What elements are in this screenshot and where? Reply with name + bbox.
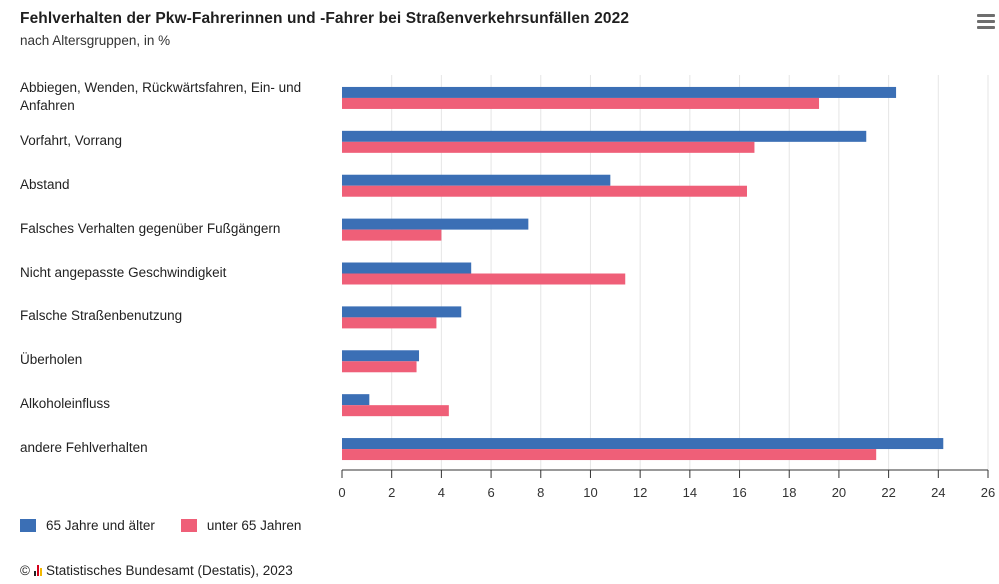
x-tick-label: 16 bbox=[732, 485, 746, 500]
chart-title: Fehlverhalten der Pkw-Fahrerinnen und -F… bbox=[20, 10, 630, 27]
legend-item-series-1[interactable]: 65 Jahre und älter bbox=[20, 518, 155, 533]
bar-series-1[interactable] bbox=[342, 130, 867, 142]
source-text: Statistisches Bundesamt (Destatis), 2023 bbox=[45, 563, 293, 578]
x-tick-label: 14 bbox=[683, 485, 697, 500]
legend-swatch-series-1 bbox=[20, 519, 36, 532]
bar-series-2[interactable] bbox=[342, 449, 877, 461]
x-tick-label: 12 bbox=[633, 485, 647, 500]
bar-series-2[interactable] bbox=[342, 273, 626, 285]
category-label: Falsche Straßenbenutzung bbox=[20, 308, 183, 324]
x-tick-label: 2 bbox=[388, 485, 395, 500]
legend-label-series-2: unter 65 Jahren bbox=[206, 518, 302, 533]
bar-series-1[interactable] bbox=[342, 262, 472, 274]
copyright-symbol: © bbox=[20, 563, 30, 578]
bar-series-1[interactable] bbox=[342, 438, 944, 450]
bar-series-2[interactable] bbox=[342, 97, 820, 109]
bar-series-2[interactable] bbox=[342, 229, 442, 241]
chart-subtitle: nach Altersgruppen, in % bbox=[20, 33, 171, 48]
bar-series-2[interactable] bbox=[342, 185, 747, 197]
bar-series-2[interactable] bbox=[342, 317, 437, 329]
category-label: Abstand bbox=[20, 176, 70, 192]
x-tick-label: 4 bbox=[438, 485, 445, 500]
bar-series-1[interactable] bbox=[342, 174, 611, 186]
category-label: Nicht angepasste Geschwindigkeit bbox=[20, 264, 227, 280]
legend-item-series-2[interactable]: unter 65 Jahren bbox=[180, 518, 302, 533]
x-tick-label: 24 bbox=[931, 485, 945, 500]
bar-series-1[interactable] bbox=[342, 86, 897, 98]
bar-series-2[interactable] bbox=[342, 405, 449, 417]
x-tick-label: 18 bbox=[782, 485, 796, 500]
legend-label-series-1: 65 Jahre und älter bbox=[46, 518, 155, 533]
bar-series-2[interactable] bbox=[342, 141, 755, 153]
category-label: Vorfahrt, Vorrang bbox=[20, 132, 123, 148]
bar-series-1[interactable] bbox=[342, 350, 420, 362]
bar-series-1[interactable] bbox=[342, 394, 370, 406]
x-tick-label: 26 bbox=[981, 485, 995, 500]
category-label: andere Fehlverhalten bbox=[20, 440, 148, 456]
source-credit: © Statistisches Bundesamt (Destatis), 20… bbox=[20, 563, 293, 578]
x-tick-label: 0 bbox=[338, 485, 345, 500]
legend: 65 Jahre und älter unter 65 Jahren bbox=[20, 518, 327, 533]
x-tick-label: 8 bbox=[537, 485, 544, 500]
legend-swatch-series-2 bbox=[180, 519, 197, 532]
hamburger-menu-icon[interactable] bbox=[977, 14, 995, 30]
menu-line bbox=[977, 20, 995, 23]
bar-series-1[interactable] bbox=[342, 306, 462, 318]
category-label: Abbiegen, Wenden, Rückwärtsfahren, Ein- … bbox=[20, 79, 302, 113]
category-label: Überholen bbox=[20, 352, 83, 368]
menu-line bbox=[977, 26, 995, 29]
category-label: Alkoholeinfluss bbox=[20, 396, 111, 412]
x-tick-label: 10 bbox=[583, 485, 597, 500]
x-tick-label: 22 bbox=[881, 485, 895, 500]
bar-series-2[interactable] bbox=[342, 361, 417, 373]
x-tick-label: 6 bbox=[487, 485, 494, 500]
destatis-logo-icon bbox=[33, 565, 42, 576]
x-tick-label: 20 bbox=[832, 485, 846, 500]
bar-series-1[interactable] bbox=[342, 218, 529, 230]
menu-line bbox=[977, 14, 995, 17]
bar-chart: 0 2 4 6 8 10 12 14 16 18 20 22 24 26 bbox=[338, 75, 995, 500]
category-label: Falsches Verhalten gegenüber Fußgängern bbox=[20, 220, 281, 236]
